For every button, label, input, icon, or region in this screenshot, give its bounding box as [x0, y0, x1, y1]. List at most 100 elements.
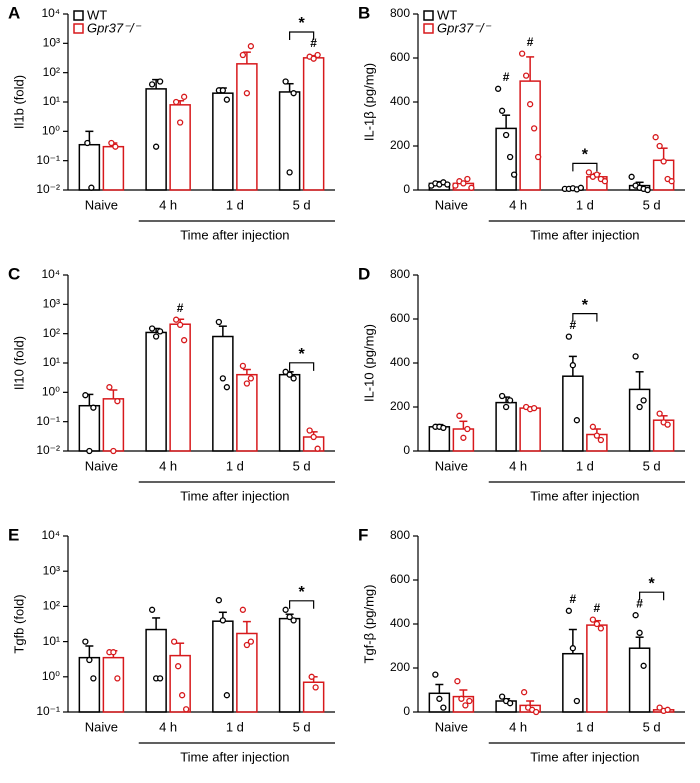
data-point	[628, 173, 635, 180]
legend-label: WT	[437, 7, 457, 22]
x-axis-label: Time after injection	[180, 749, 289, 764]
x-tick-label: 4 h	[509, 719, 527, 734]
data-point	[440, 424, 447, 432]
data-point	[286, 613, 293, 621]
y-tick-label: 10²	[43, 326, 60, 340]
significance-bracket	[572, 162, 598, 172]
data-point	[152, 143, 160, 150]
x-tick-label: 5 d	[643, 719, 661, 734]
data-point	[510, 171, 518, 178]
data-point	[156, 675, 164, 682]
data-point	[656, 410, 663, 417]
data-point	[223, 384, 231, 391]
data-point	[82, 392, 89, 399]
data-point	[308, 673, 315, 680]
legend-swatch	[73, 23, 84, 34]
y-tick-label: 800	[390, 528, 410, 542]
data-point	[601, 178, 609, 185]
data-point	[502, 131, 510, 139]
data-point	[310, 55, 317, 62]
data-point	[223, 96, 231, 103]
hash-marker: #	[594, 601, 601, 615]
x-tick-label: 1 d	[226, 458, 244, 473]
x-axis-label: Time after injection	[530, 227, 639, 242]
y-tick-label: 0	[403, 443, 410, 457]
bar	[628, 647, 651, 713]
bar	[519, 407, 541, 452]
x-tick-label: 5 d	[293, 197, 311, 212]
x-axis-label: Time after injection	[180, 227, 289, 242]
data-point	[282, 368, 289, 375]
data-point	[247, 375, 255, 382]
data-point	[114, 675, 121, 682]
significance-bracket	[639, 591, 665, 601]
y-axis-label: Il1b (fold)	[11, 75, 26, 129]
data-point	[640, 397, 647, 404]
data-point	[656, 704, 663, 711]
x-tick-label: 4 h	[159, 719, 177, 734]
data-point	[652, 134, 659, 141]
data-point	[664, 421, 671, 428]
y-axis-label: IL-10 (pg/mg)	[361, 324, 376, 402]
y-tick-label: 10⁰	[42, 669, 60, 683]
bar	[102, 656, 125, 713]
data-point	[112, 143, 119, 150]
x-tick-label: 1 d	[226, 719, 244, 734]
data-point	[518, 50, 526, 57]
legend-swatch	[423, 23, 434, 34]
data-point	[636, 403, 643, 411]
y-tick-label: 10²	[43, 599, 60, 613]
y-tick-label: 10⁻²	[36, 182, 60, 196]
data-point	[219, 375, 227, 382]
significance-star: *	[299, 584, 306, 601]
significance-star: *	[649, 575, 656, 592]
y-tick-label: 10¹	[43, 355, 60, 369]
bar	[212, 620, 234, 713]
y-tick-label: 10³	[43, 563, 60, 577]
data-point	[640, 662, 647, 669]
panel-label: A	[8, 3, 20, 22]
bar	[278, 373, 301, 452]
data-point	[219, 87, 227, 94]
data-point	[215, 597, 223, 604]
bar	[102, 145, 125, 191]
data-point	[502, 403, 510, 411]
y-tick-label: 10⁻¹	[36, 153, 60, 167]
data-point	[86, 656, 93, 664]
y-tick-label: 10⁴	[41, 267, 60, 281]
data-point	[182, 706, 190, 713]
significance-bracket	[289, 362, 315, 371]
x-tick-label: Naive	[435, 458, 468, 473]
data-point	[106, 384, 113, 391]
bar	[562, 375, 584, 452]
data-point	[593, 620, 601, 628]
data-point	[460, 434, 467, 441]
x-tick-label: 4 h	[509, 458, 527, 473]
hash-marker: #	[310, 36, 317, 50]
y-tick-label: 0	[403, 182, 410, 196]
data-point	[565, 333, 573, 340]
data-point	[223, 692, 231, 699]
data-point	[282, 606, 289, 613]
y-tick-label: 400	[390, 94, 410, 108]
bar	[169, 104, 191, 191]
y-tick-label: 10²	[43, 65, 60, 79]
x-axis-label: Time after injection	[530, 749, 639, 764]
data-point	[148, 81, 156, 88]
data-point	[664, 706, 671, 713]
data-point	[312, 684, 319, 691]
y-tick-label: 800	[390, 267, 410, 281]
data-point	[444, 181, 451, 188]
x-tick-label: 4 h	[159, 458, 177, 473]
data-point	[90, 675, 97, 682]
data-point	[148, 606, 156, 613]
data-point	[464, 175, 471, 183]
x-tick-label: 1 d	[576, 719, 594, 734]
bar	[652, 159, 675, 191]
data-point	[632, 612, 639, 619]
data-point	[178, 692, 186, 699]
y-axis-label: Il10 (fold)	[11, 336, 26, 390]
data-point	[456, 412, 463, 419]
data-point	[593, 432, 601, 439]
